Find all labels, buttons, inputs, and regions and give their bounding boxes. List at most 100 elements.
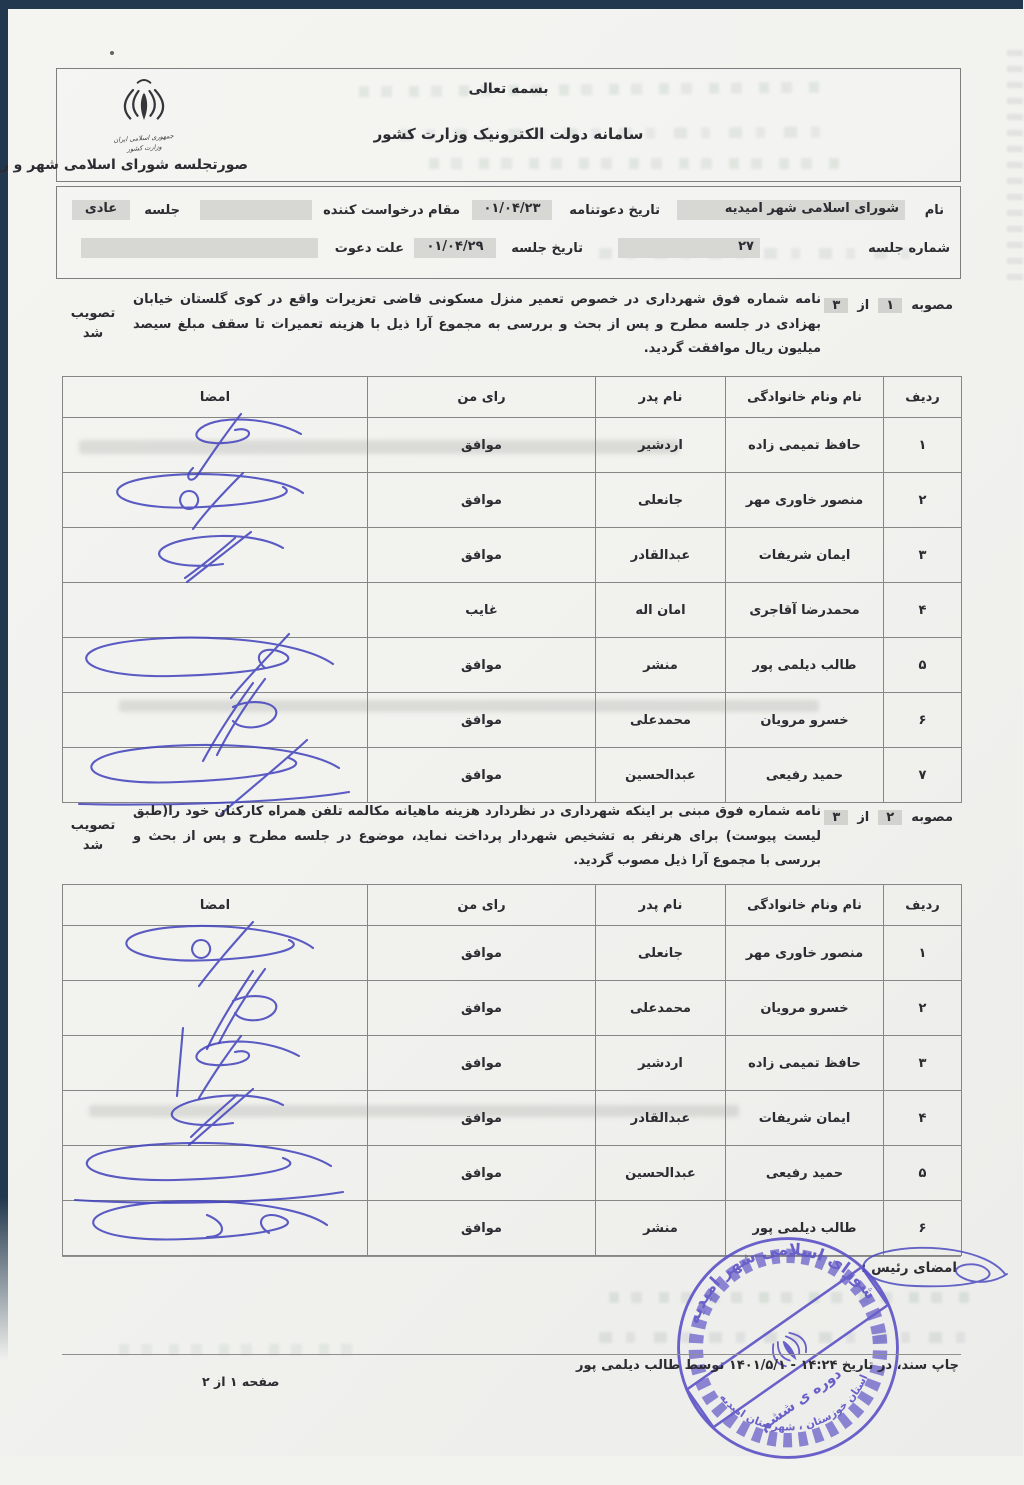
cell-vote: موافق [368,1145,597,1201]
cell-signature [63,527,369,584]
footer-divider-top [63,1256,962,1257]
chairman-signature-icon [863,1246,1009,1288]
cell-name: حافظ تمیمی زاده [726,1035,885,1091]
cell-vote: موافق [368,472,597,528]
cell-father: محمدعلی [596,980,727,1036]
cell-vote: موافق [368,1035,597,1091]
signature-icon [159,530,286,584]
col-father-name: نام پدر [596,884,727,926]
cell-vote: موافق [368,1090,597,1146]
invite-reason-label: علت دعوت [335,241,405,256]
cell-name: منصور خاوری مهر [726,472,885,528]
cell-father: جانعلی [596,925,727,981]
scan-dust-dot [111,51,115,55]
vote-table-2: ردیف نام ونام خانوادگی نام پدر رای من ام… [63,884,963,1256]
cell-signature [63,1026,369,1100]
signature-icon [117,471,306,531]
resolution-1-text: نامه شماره فوق شهرداری در خصوص تعمیر منز… [134,292,822,357]
footer-divider-bottom [63,1354,962,1355]
resolution-label: مصوبه [912,298,954,313]
cell-name: خسرو مرویان [726,692,885,748]
col-full-name: نام ونام خانوادگی [726,884,885,926]
col-my-vote: رای من [368,376,597,418]
table-row: ۵ حمید رفیعی عبدالحسین موافق [63,1141,963,1204]
document-header: بسمه تعالی سامانه دولت الکترونیک وزارت ک… [0,68,962,182]
cell-signature [63,1141,369,1204]
cell-row-no: ۱ [884,417,963,473]
table-row: ۱ منصور خاوری مهر جانعلی موافق [63,920,963,988]
col-full-name: نام ونام خانوادگی [726,376,885,418]
cell-name: حمید رفیعی [726,747,885,803]
bleedthrough-artifact [610,1292,970,1303]
cell-name: حافظ تمیمی زاده [726,417,885,473]
scan-edge-top [0,0,1024,9]
resolution-2-status: تصویب شد [71,818,117,853]
col-row-no: ردیف [884,376,963,418]
cell-row-no: ۲ [884,980,963,1036]
iran-emblem-icon [124,79,166,121]
resolution-number: ۱ [879,298,904,313]
cell-row-no: ۴ [884,582,963,638]
cell-name: خسرو مرویان [726,980,885,1036]
cell-vote: موافق [368,527,597,583]
cell-vote: موافق [368,417,597,473]
col-signature: امضا [63,376,369,418]
invite-date-value: ۰۱/۰۴/۲۳ [473,200,553,220]
resolution-2: مصوبه ۲ از ۳ نامه شماره فوق مبنی بر اینک… [57,796,960,882]
cell-signature [63,967,369,1051]
scan-edge-left [0,0,9,1360]
of-word: از [858,298,871,313]
col-father-name: نام پدر [596,376,727,418]
table-row: ۶ خسرو مرویان محمدعلی موافق [63,677,963,763]
table-row: ۶ طالب دیلمی پور منشر موافق [63,1200,963,1256]
table-row: ۲ خسرو مرویان محمدعلی موافق [63,967,963,1051]
cell-signature [63,920,369,988]
session-date-value: ۰۱/۰۴/۲۹ [415,238,497,258]
cell-row-no: ۱ [884,925,963,981]
name-value: شورای اسلامی شهر امیدیه [678,200,906,220]
table-row: ۴ محمدرضا آقاجری امان اله غایب [63,582,963,638]
iran-emblem: جمهوری اسلامی ایران وزارت کشور [110,74,180,154]
cell-row-no: ۵ [884,637,963,693]
cell-father: اردشیر [596,1035,727,1091]
cell-row-no: ۷ [884,747,963,803]
cell-row-no: ۳ [884,1035,963,1091]
cell-signature-empty [63,582,369,638]
cell-name: منصور خاوری مهر [726,925,885,981]
cell-father: محمدعلی [596,692,727,748]
cell-row-no: ۶ [884,692,963,748]
cell-vote: موافق [368,637,597,693]
cell-vote: موافق [368,925,597,981]
cell-signature [63,471,369,531]
cell-vote: موافق [368,980,597,1036]
signature-icon [126,920,316,988]
cell-signature [63,632,369,700]
cell-father: منشر [596,637,727,693]
resolution-1-status: تصویب شد [71,306,117,341]
cell-name: ایمان شریفات [726,527,885,583]
table-header-row: ردیف نام ونام خانوادگی نام پدر رای من ام… [63,884,963,926]
of-word: از [858,810,871,825]
cell-vote: موافق [368,692,597,748]
invite-reason-value [82,238,319,258]
cell-signature [63,412,369,481]
resolution-1-marker: مصوبه ۱ از ۳ [825,298,954,313]
cell-signature [63,1087,369,1147]
requester-value [201,200,313,220]
bismillah-text: بسمه تعالی [469,81,550,97]
resolution-total: ۳ [825,298,850,313]
table-header-row: ردیف نام ونام خانوادگی نام پدر رای من ام… [63,376,963,418]
resolution-2-text: نامه شماره فوق مبنی بر اینکه شهرداری در … [134,804,822,869]
cell-vote: موافق [368,747,597,803]
cell-name: محمدرضا آقاجری [726,582,885,638]
session-date-label: تاریخ جلسه [512,241,584,256]
resolution-1: مصوبه ۱ از ۳ نامه شماره فوق شهرداری در خ… [57,284,960,370]
resolution-2-marker: مصوبه ۲ از ۳ [825,810,954,825]
table-row: ۴ ایمان شریفات عبدالقادر موافق [63,1087,963,1147]
invite-date-label: تاریخ دعوتنامه [570,203,661,218]
cell-father: عبدالقادر [596,527,727,583]
session-no-label: شماره جلسه [869,241,951,256]
cell-father: عبدالقادر [596,1090,727,1146]
table-row: ۱ حافظ تمیمی زاده اردشیر موافق [63,412,963,481]
